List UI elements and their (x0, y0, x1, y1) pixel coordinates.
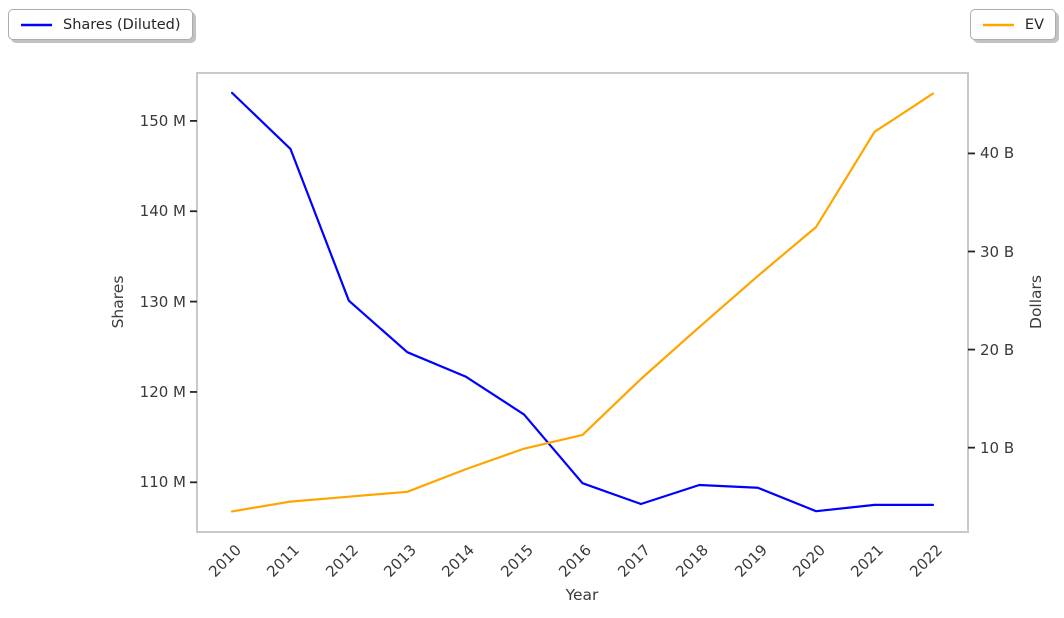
legend-ev: EV (969, 9, 1056, 40)
x-axis-label: Year (565, 586, 599, 604)
y-tick-label-left: 140 M (139, 202, 186, 221)
y-tick-label-right: 30 B (980, 242, 1015, 261)
y-tick-label-right: 20 B (980, 340, 1015, 359)
legend-line-sample-ev-icon (982, 23, 1014, 26)
y-tick-label-left: 120 M (139, 382, 186, 401)
y-tick-label-right: 10 B (980, 438, 1015, 457)
y-axis-label-left: Shares (109, 275, 127, 329)
legend-label-shares: Shares (Diluted) (63, 16, 181, 33)
legend-label-ev: EV (1024, 16, 1044, 33)
y-tick-label-left: 110 M (139, 473, 186, 492)
legend-line-sample-shares-icon (21, 23, 52, 26)
y-tick-label-left: 130 M (139, 292, 186, 311)
y-tick-label-left: 150 M (139, 111, 186, 130)
legend-shares: Shares (Diluted) (8, 9, 193, 40)
y-axis-label-right: Dollars (1027, 275, 1045, 329)
y-tick-label-right: 40 B (980, 144, 1015, 163)
